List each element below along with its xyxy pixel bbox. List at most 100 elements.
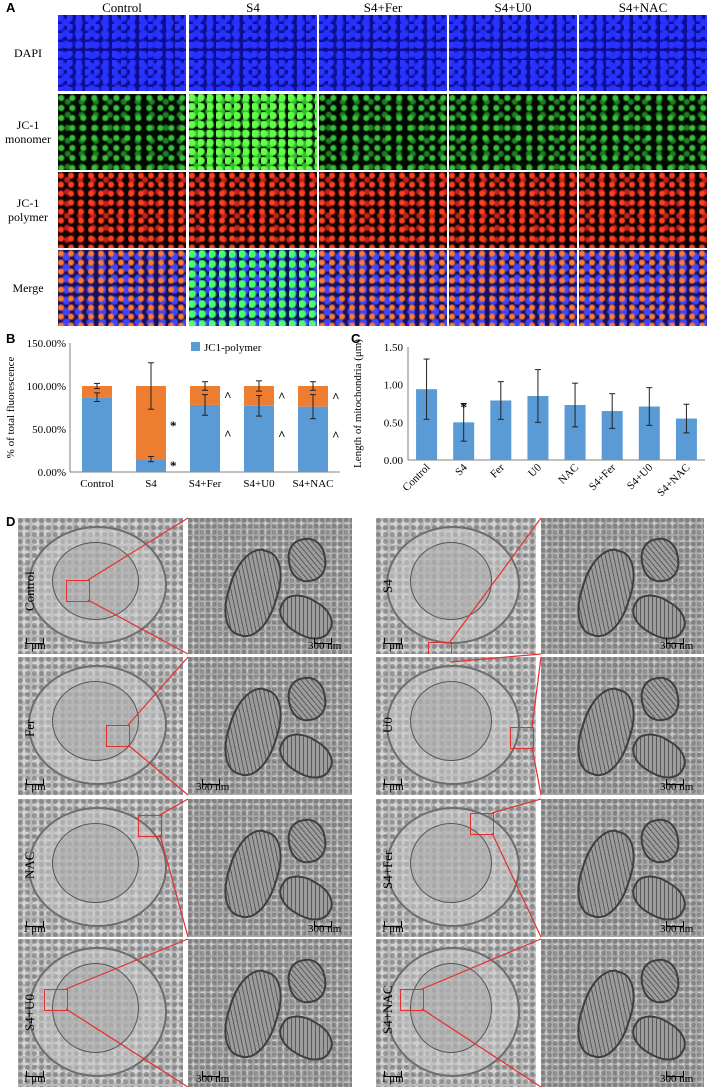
micrograph-red-1 <box>189 172 317 248</box>
scale-bar <box>26 921 44 927</box>
scale-bar-label: 1 μm <box>381 923 404 935</box>
mitochondrion <box>284 816 330 866</box>
x-tick-label-3: U0 <box>526 461 544 479</box>
bar-0 <box>416 389 438 460</box>
connector-line <box>449 517 542 643</box>
cell-outline <box>386 807 520 927</box>
nucleus <box>52 542 139 620</box>
column-header-4: S4+NAC <box>618 0 668 15</box>
cell-outline <box>28 807 167 927</box>
connector-line <box>87 517 189 581</box>
column-header-0: Control <box>102 0 142 15</box>
mitochondrion <box>637 535 683 585</box>
em-condition-label: S4 <box>380 579 395 593</box>
bar-5 <box>601 411 623 460</box>
scale-bar <box>314 638 332 644</box>
micrograph-blue-3 <box>449 15 577 91</box>
em-zoom-control: 300 nm <box>188 518 352 654</box>
x-tick-label-3: S4+U0 <box>243 478 275 490</box>
connector-line <box>531 746 542 796</box>
chart-mitochondria-length: 0.00 0.50 1.00 1.50 Length of mitochondria (… <box>352 339 705 500</box>
em-zoom-s4-fer: 300 nm <box>541 799 704 937</box>
connector-line <box>87 599 189 655</box>
sig-mark-monomer-4: ^ <box>332 389 340 404</box>
cell-outline <box>28 665 167 785</box>
scale-bar <box>202 779 220 785</box>
x-tick-label-0: Control <box>400 462 432 494</box>
mitochondrion <box>284 674 330 724</box>
em-condition-label: U0 <box>380 717 395 733</box>
em-zoom-s4-nac: 300 nm <box>541 939 704 1087</box>
em-condition-label: S4+Fer <box>380 850 395 889</box>
em-overview-s4-fer: S4+Fer 1 μm <box>376 799 536 937</box>
nucleus <box>410 542 492 620</box>
scale-bar <box>202 1071 220 1077</box>
mitochondrion <box>568 823 644 925</box>
legend-swatch-polymer <box>191 342 200 351</box>
mitochondrion <box>284 956 330 1006</box>
x-tick-label-0: Control <box>80 478 114 490</box>
y-tick-label: 150.00% <box>27 338 66 350</box>
mitochondrion <box>215 963 291 1065</box>
scale-bar-label: 300 nm <box>660 781 694 793</box>
nucleus <box>52 681 139 761</box>
legend-label-polymer: JC1-polymer <box>204 342 262 354</box>
mitochondrion <box>625 1007 693 1069</box>
selection-box <box>470 813 494 835</box>
cell-outline <box>386 947 520 1077</box>
micrograph-blue-0 <box>58 15 186 91</box>
mitochondrion <box>637 674 683 724</box>
x-tick-label-2: Fer <box>488 461 507 480</box>
mitochondrion <box>215 681 291 783</box>
sig-mark-polymer-3: ^ <box>278 428 286 443</box>
sig-mark-polymer-2: ^ <box>224 427 232 442</box>
selection-box <box>106 725 130 747</box>
sig-mark-monomer-2: ^ <box>224 388 232 403</box>
scale-bar-label: 300 nm <box>196 1073 230 1085</box>
bar-polymer-2 <box>190 404 220 472</box>
x-tick-label-4: S4+NAC <box>292 478 333 490</box>
em-condition-label: S4+U0 <box>22 993 37 1031</box>
mitochondrion <box>568 963 644 1065</box>
bar-3 <box>527 395 549 460</box>
bar-polymer-1 <box>136 459 166 472</box>
selection-box <box>66 580 90 602</box>
selection-box <box>510 727 534 749</box>
em-overview-control: Control 1 μm <box>18 518 183 654</box>
em-overview-fer: Fer 1 μm <box>18 657 183 795</box>
x-tick-label-7: S4+NAC <box>655 462 693 500</box>
nucleus <box>410 963 492 1053</box>
chart-jc1-fluorescence: 0.00% 50.00% 100.00% 150.00% % of total fluo… <box>5 338 340 490</box>
em-condition-label: NAC <box>22 851 37 879</box>
micrograph-blue-4 <box>579 15 707 91</box>
bar-polymer-0 <box>82 397 112 472</box>
micrograph-blue-2 <box>319 15 447 91</box>
mitochondrion <box>272 725 340 787</box>
y-axis-title: Length of mitochondria (μm) <box>352 339 364 468</box>
micrograph-blue-1 <box>189 15 317 91</box>
em-overview-nac: NAC 1 μm <box>18 799 183 937</box>
em-overview-s4-u0: S4+U0 1 μm <box>18 939 183 1087</box>
mitochondrion <box>272 1007 340 1069</box>
scale-bar-label: 300 nm <box>660 1073 694 1085</box>
connector-line <box>491 798 542 814</box>
y-tick-label: 100.00% <box>27 381 66 393</box>
y-tick-label: 0.50 <box>384 417 404 429</box>
scale-bar-label: 300 nm <box>196 781 230 793</box>
micrograph-red-2 <box>319 172 447 248</box>
em-zoom-u0: 300 nm <box>541 657 704 795</box>
connector-line <box>159 834 189 938</box>
nucleus <box>410 681 492 761</box>
micrograph-green-4 <box>579 94 707 170</box>
bar-2 <box>490 400 512 460</box>
column-header-2: S4+Fer <box>363 0 403 15</box>
em-zoom-s4-u0: 300 nm <box>188 939 352 1087</box>
connector-line <box>127 744 189 796</box>
mitochondrion <box>215 542 291 644</box>
selection-box <box>428 642 452 654</box>
cell-outline <box>28 526 167 644</box>
em-overview-s4: S4 1 μm <box>376 518 536 654</box>
connector-line <box>491 832 542 938</box>
cell-outline <box>386 665 520 785</box>
connector-line <box>65 1008 189 1087</box>
